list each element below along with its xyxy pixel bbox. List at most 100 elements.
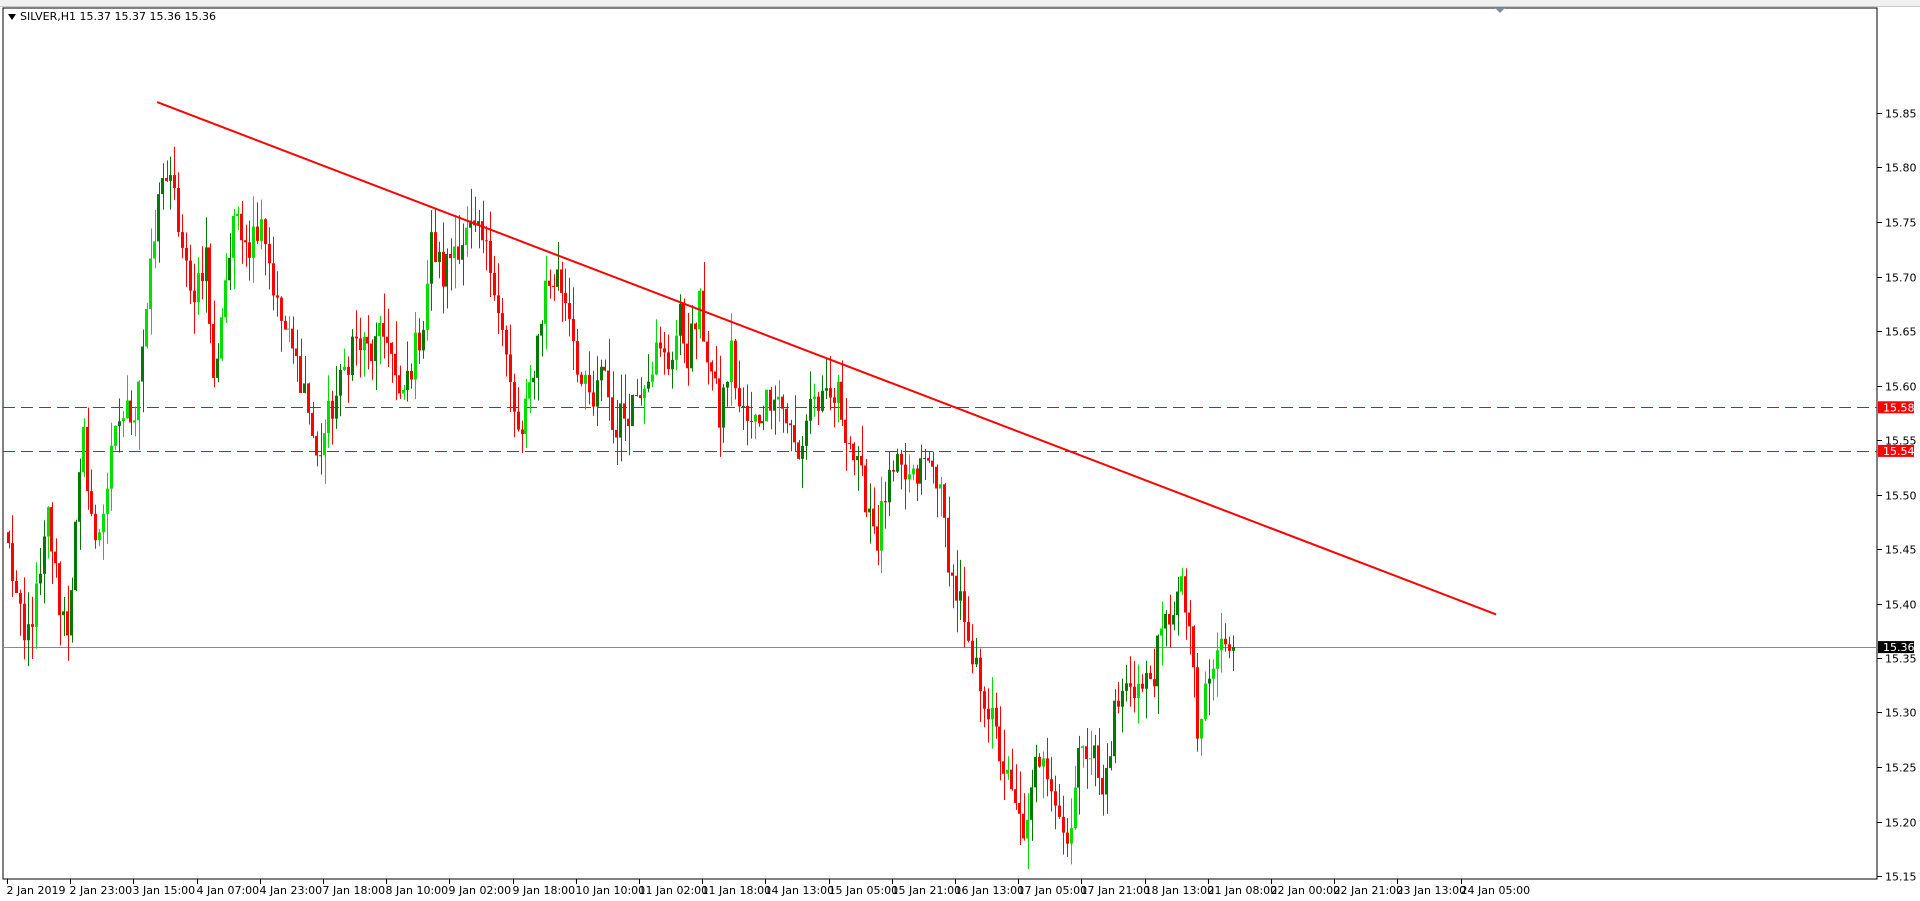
candle-body: [1002, 761, 1005, 774]
candle-body: [106, 488, 109, 514]
price-label: 15.36: [1883, 641, 1915, 654]
candle-body: [908, 474, 911, 480]
candle-body: [256, 226, 259, 241]
candle-body: [1184, 576, 1187, 613]
candle-body: [299, 356, 302, 393]
candle-body: [54, 551, 57, 564]
candle-body: [335, 395, 338, 419]
trendline: [156, 101, 1497, 616]
candle-body: [947, 517, 950, 573]
candle-body: [1156, 635, 1159, 687]
candle-body: [1204, 683, 1207, 719]
candle-body: [177, 188, 180, 233]
candle-body: [1050, 779, 1053, 792]
candle-body: [896, 453, 899, 472]
candle-body: [327, 400, 330, 434]
candle-body: [165, 177, 168, 181]
collapse-triangle-icon[interactable]: [8, 14, 16, 20]
candle-body: [671, 359, 674, 370]
candle-body: [1038, 756, 1041, 767]
candle-body: [189, 260, 192, 291]
candle-body: [27, 624, 30, 641]
candle-body: [1168, 613, 1171, 625]
candle-body: [912, 468, 915, 475]
candle-body: [840, 381, 843, 420]
x-tick-label: 22 Jan 21:00: [1334, 884, 1404, 897]
candle-body: [418, 332, 421, 351]
candle-body: [730, 340, 733, 383]
candle-body: [916, 468, 919, 484]
candle-body: [580, 374, 583, 384]
symbol-info-text: SILVER,H1 15.37 15.37 15.36 15.36: [20, 10, 216, 23]
candle-body: [880, 501, 883, 551]
candle-body: [422, 329, 425, 351]
candle-body: [995, 707, 998, 727]
candle-body: [1113, 700, 1116, 757]
candle-body: [205, 247, 208, 282]
candle-body: [1054, 791, 1057, 806]
candle-body: [23, 603, 26, 641]
candle-body: [524, 398, 527, 435]
candle-body: [584, 374, 587, 384]
candle-body: [224, 280, 227, 318]
candle-body: [212, 323, 215, 378]
candle-body: [276, 295, 279, 298]
candle-body: [1022, 813, 1025, 839]
candle-body: [86, 426, 89, 492]
candle-body: [1105, 767, 1108, 795]
candle-body: [50, 507, 53, 552]
candle-body: [1133, 686, 1136, 699]
candle-body: [1070, 828, 1073, 844]
candle-body: [639, 395, 642, 399]
candle-body: [983, 691, 986, 709]
candle-body: [236, 213, 239, 216]
candle-body: [264, 219, 267, 244]
candle-body: [284, 320, 287, 330]
candle-body: [378, 323, 381, 337]
candle-body: [1066, 832, 1069, 844]
candle-body: [129, 400, 132, 423]
candle-body: [260, 219, 263, 241]
candle-body: [390, 342, 393, 354]
candle-body: [793, 425, 796, 443]
candle-body: [398, 375, 401, 394]
x-tick-label: 10 Jan 10:00: [576, 884, 646, 897]
candle-body: [295, 348, 298, 357]
candle-body: [366, 336, 369, 344]
candle-body: [1081, 746, 1084, 748]
x-tick-label: 11 Jan 02:00: [639, 884, 709, 897]
candle-body: [872, 508, 875, 527]
candle-body: [548, 280, 551, 286]
candle-body: [943, 484, 946, 518]
y-tick-label: 15.80: [1885, 162, 1917, 175]
x-tick-label: 14 Jan 13:00: [765, 884, 835, 897]
candle-body: [829, 388, 832, 398]
price-axis: 15.85 15.80 15.75 15.70 15.65 15.60 15.55 15.50…: [1877, 108, 1917, 884]
candles: [7, 146, 1235, 870]
price-label-bg: [1878, 401, 1914, 414]
candle-body: [303, 383, 306, 393]
candle-body: [197, 273, 200, 303]
candle-body: [852, 443, 855, 461]
candle-body: [248, 242, 251, 258]
candle-body: [769, 389, 772, 411]
candle-body: [1208, 678, 1211, 684]
scroll-marker-icon[interactable]: [1495, 8, 1505, 13]
candle-body: [457, 246, 460, 260]
candle-body: [449, 253, 452, 259]
candle-body: [564, 292, 567, 304]
candle-body: [1228, 644, 1231, 651]
candle-body: [161, 177, 164, 195]
candle-body: [1034, 756, 1037, 788]
candle-body: [552, 285, 555, 287]
candle-body: [1077, 747, 1080, 788]
candle-body: [137, 381, 140, 421]
candle-body: [987, 708, 990, 720]
candle-body: [410, 370, 413, 380]
candle-body: [611, 397, 614, 430]
candle-body: [90, 491, 93, 514]
candle-body: [252, 226, 255, 258]
candle-body: [268, 243, 271, 264]
candle-body: [892, 469, 895, 472]
